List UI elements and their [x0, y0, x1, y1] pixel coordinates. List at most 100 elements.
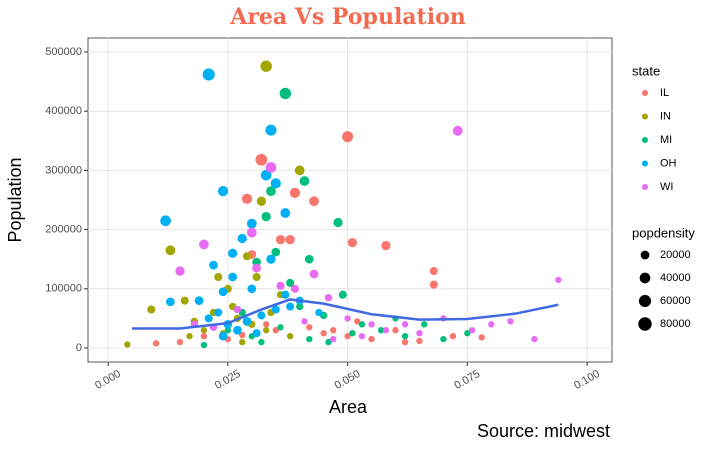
x-axis-label: Area	[329, 397, 368, 417]
point	[214, 272, 223, 282]
point	[290, 284, 299, 293]
point	[330, 335, 337, 343]
legend-label: IL	[660, 87, 669, 99]
legend-key	[642, 113, 648, 120]
point	[199, 239, 209, 250]
point	[368, 321, 375, 328]
point	[266, 254, 276, 264]
point	[261, 211, 271, 222]
point	[204, 314, 213, 323]
point	[252, 329, 261, 338]
point	[175, 266, 185, 276]
panel	[87, 37, 613, 363]
point	[392, 327, 399, 334]
point	[241, 193, 253, 204]
point	[401, 332, 409, 340]
caption: Source: midwest	[477, 421, 610, 441]
point	[237, 233, 247, 244]
point	[299, 176, 310, 186]
point	[488, 321, 495, 328]
point	[176, 338, 184, 346]
legend-label: OH	[660, 157, 677, 169]
point	[265, 162, 277, 173]
point	[239, 331, 246, 339]
legend-label: 80000	[660, 318, 691, 330]
point	[147, 305, 156, 314]
point	[421, 321, 428, 328]
point	[368, 335, 375, 343]
point	[275, 235, 286, 245]
point	[440, 335, 447, 343]
point	[202, 68, 215, 81]
point	[325, 338, 332, 346]
point	[531, 335, 538, 343]
point	[233, 325, 242, 335]
point	[228, 272, 238, 282]
legend-title: state	[632, 63, 660, 78]
y-tick-label: 400000	[45, 105, 82, 117]
point	[260, 60, 272, 72]
legend-label: 60000	[660, 295, 691, 307]
point	[358, 332, 366, 340]
point	[246, 227, 257, 238]
point	[289, 187, 301, 199]
point	[263, 321, 270, 328]
point	[217, 186, 229, 197]
point	[304, 254, 314, 264]
point	[330, 327, 337, 334]
point	[464, 330, 471, 337]
point	[429, 280, 438, 289]
point	[258, 338, 265, 346]
point	[224, 327, 232, 334]
point	[333, 217, 343, 228]
point	[228, 248, 238, 258]
legend-key	[642, 160, 648, 167]
point	[324, 294, 333, 302]
y-axis-label: Population	[5, 157, 25, 242]
legend-label: MI	[660, 134, 672, 146]
point	[382, 327, 390, 334]
point	[271, 305, 280, 314]
point	[152, 340, 160, 347]
point	[218, 331, 228, 341]
point	[276, 281, 285, 290]
size-key	[638, 317, 652, 331]
point	[180, 296, 189, 305]
smooth-line	[132, 298, 559, 330]
point	[209, 260, 218, 270]
point	[272, 327, 279, 334]
legend-title: popdensity	[632, 225, 695, 240]
point	[309, 196, 319, 207]
legend-label: IN	[660, 110, 671, 122]
point	[246, 218, 257, 229]
point	[452, 125, 463, 136]
size-key	[638, 294, 652, 308]
point	[277, 324, 284, 331]
point	[468, 327, 476, 334]
point	[294, 165, 305, 176]
size-key	[640, 250, 650, 260]
point	[429, 266, 438, 276]
point	[309, 269, 319, 279]
point	[194, 296, 204, 305]
y-tick-label: 0	[76, 342, 82, 354]
point	[242, 317, 252, 326]
y-tick-label: 100000	[45, 283, 82, 295]
point	[124, 341, 131, 348]
legend-key	[642, 90, 648, 96]
point	[256, 196, 267, 206]
point	[160, 215, 171, 227]
legend-label: 20000	[660, 249, 691, 261]
point	[263, 327, 270, 334]
size-key	[639, 272, 651, 284]
point	[186, 332, 193, 340]
point	[280, 208, 291, 218]
legend-key	[642, 184, 648, 190]
point	[296, 302, 304, 311]
point	[301, 318, 308, 325]
point	[342, 131, 354, 143]
point	[247, 284, 257, 294]
point	[218, 287, 228, 297]
